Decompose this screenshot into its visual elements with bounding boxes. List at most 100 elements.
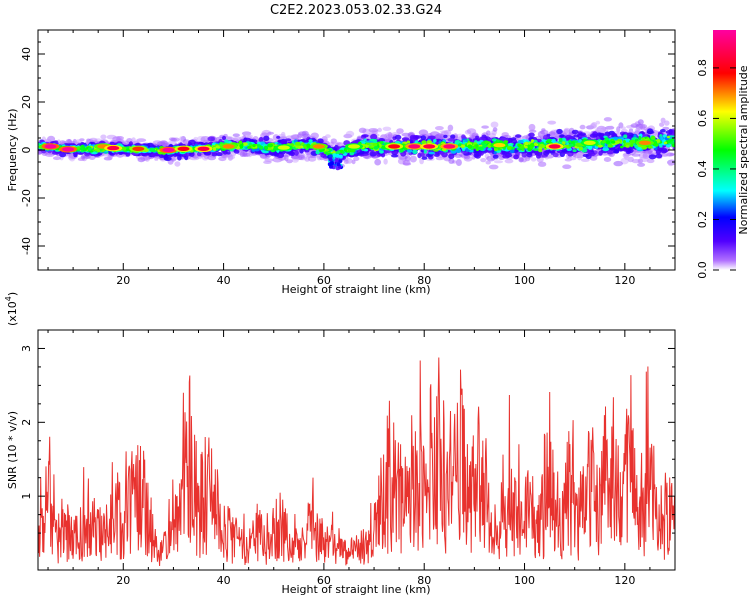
spectral-cell [481, 141, 485, 146]
spectral-hotspot [638, 140, 651, 145]
spectral-cell [504, 158, 514, 164]
spectral-cell [622, 140, 626, 144]
spectral-cell [563, 127, 571, 135]
spectral-cell [259, 145, 264, 150]
spectral-cell [438, 151, 445, 155]
spectral-cell [610, 140, 616, 144]
spectral-cell [589, 133, 598, 138]
spectral-cell [519, 145, 525, 149]
spectral-hotspot [423, 144, 436, 149]
spectral-cell [461, 144, 466, 148]
y-tick-label: 40 [20, 47, 33, 61]
spectral-cell [126, 148, 131, 151]
spectral-cell [537, 161, 547, 167]
spectral-cell [315, 149, 320, 155]
spectral-cell [336, 162, 341, 167]
spectral-cell [518, 156, 524, 162]
spectral-cell [659, 122, 665, 127]
spectral-cell [477, 146, 484, 150]
spectral-cell [482, 144, 487, 149]
spectral-cell [267, 131, 275, 135]
spectral-cell [564, 158, 572, 162]
spectral-cell [660, 129, 666, 133]
colorbar-tick-label: 0.6 [696, 110, 709, 128]
spectral-cell [530, 157, 537, 162]
spectral-cell [517, 139, 524, 144]
spectral-cell [325, 134, 331, 139]
spectral-cell [370, 133, 378, 140]
spectral-cell [558, 138, 563, 142]
spectral-hotspot [443, 144, 456, 149]
spectral-cell [591, 122, 598, 129]
spectral-cell [613, 160, 623, 167]
spectral-cell [578, 146, 584, 151]
spectral-cell [267, 143, 274, 148]
spectral-cell [334, 158, 339, 163]
spectral-cell [380, 134, 386, 139]
spectral-cell [660, 117, 666, 124]
spectral-cell [458, 143, 462, 147]
spectral-cell [547, 138, 552, 142]
spectral-cell [579, 132, 586, 136]
colorbar-ticks: 0.00.20.40.60.8 [696, 59, 736, 279]
spectral-cell [670, 141, 675, 145]
spectrogram-xlabel: Height of straight line (km) [281, 283, 430, 296]
x-tick-label: 20 [116, 574, 130, 587]
y-tick-label: -40 [20, 237, 33, 255]
spectral-cell [663, 141, 668, 145]
snr-frame [37, 329, 676, 571]
spectral-cell [648, 154, 657, 160]
spectral-cell [534, 142, 537, 146]
spectral-hotspot [197, 146, 210, 151]
spectral-cell [368, 128, 379, 133]
spectral-cell [193, 136, 198, 141]
spectral-cell [637, 119, 644, 125]
spectral-cell [536, 154, 541, 159]
spectral-cell [247, 145, 252, 149]
spectral-cell [366, 142, 371, 146]
spectral-cell [222, 135, 226, 141]
spectral-cell [399, 149, 404, 153]
spectral-hotspot [548, 144, 561, 149]
spectral-cell [596, 128, 604, 134]
spectral-cell [189, 151, 195, 157]
spectral-cell [295, 141, 301, 146]
spectral-cell [596, 132, 602, 137]
spectral-cell [507, 138, 514, 143]
spectral-cell [426, 140, 432, 144]
spectral-cell [447, 137, 455, 142]
spectral-hotspot [44, 144, 57, 149]
spectral-cell [341, 151, 345, 154]
spectral-hotspot [132, 146, 145, 151]
spectral-cell [349, 152, 355, 156]
x-tick-label: 60 [317, 274, 331, 287]
y-tick-label: 1 [20, 493, 33, 500]
spectral-cell [455, 148, 462, 154]
spectral-cell [218, 156, 227, 162]
spectral-cell [659, 144, 663, 148]
spectral-cell [475, 144, 479, 148]
spectral-cell [238, 140, 243, 145]
spectral-hotspot [348, 144, 360, 149]
spectral-hotspot [162, 147, 175, 153]
spectral-cell [205, 150, 212, 156]
spectral-cell [172, 137, 180, 142]
snr-xlabel: Height of straight line (km) [281, 583, 430, 596]
spectral-cell [281, 131, 286, 137]
spectral-cell [276, 152, 285, 158]
spectral-cell [263, 135, 270, 141]
spectral-cell [631, 153, 641, 157]
spectral-cell [568, 143, 574, 147]
spectral-cell [207, 155, 217, 161]
spectral-cell [485, 160, 491, 165]
spectral-cell [528, 132, 535, 138]
spectral-cell [467, 144, 473, 149]
spectral-cell [306, 143, 311, 148]
colorbar-tick-label: 0.4 [696, 160, 709, 178]
spectral-cell [374, 158, 382, 166]
spectral-cell [605, 140, 611, 145]
spectral-cell [481, 125, 489, 129]
spectral-cell [363, 138, 367, 142]
spectral-cell [576, 152, 584, 158]
